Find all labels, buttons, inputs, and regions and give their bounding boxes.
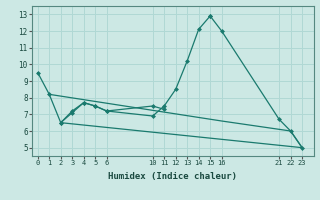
X-axis label: Humidex (Indice chaleur): Humidex (Indice chaleur) xyxy=(108,172,237,181)
